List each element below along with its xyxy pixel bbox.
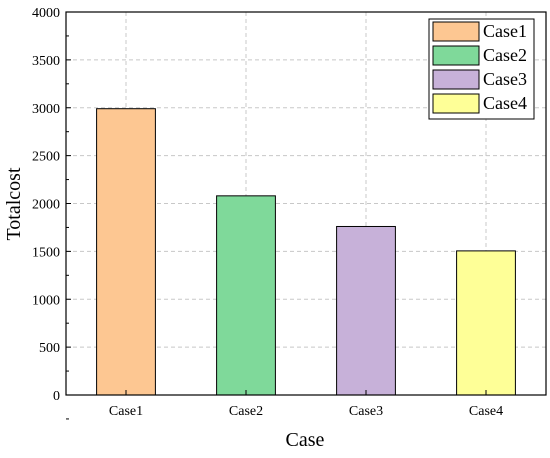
y-tick-label: 1500 xyxy=(32,245,60,260)
y-tick-label: 4000 xyxy=(32,6,60,21)
x-tick-label: Case1 xyxy=(109,404,143,419)
tick-labels: 0 500 1000 1500 2000 2500 3000 3500 4000 Case1 Cas… xyxy=(32,6,503,419)
legend-label: Case4 xyxy=(483,93,527,113)
y-tick-label: 2500 xyxy=(32,150,60,165)
legend: Case1 Case2 Case3 Case4 xyxy=(428,18,535,120)
legend-label: Case2 xyxy=(483,45,527,65)
y-axis-title: Totalcost xyxy=(3,167,25,240)
y-tick-label: 1000 xyxy=(32,293,60,308)
legend-swatch xyxy=(432,69,480,90)
bar-case3 xyxy=(336,225,396,396)
bar-case2 xyxy=(216,195,276,396)
bar-case1 xyxy=(96,108,156,396)
x-axis-title: Case xyxy=(286,429,325,451)
bars xyxy=(96,108,516,396)
y-tick-label: 0 xyxy=(53,389,60,404)
legend-swatch xyxy=(432,93,480,114)
legend-swatch xyxy=(432,45,480,66)
x-tick-label: Case4 xyxy=(469,404,503,419)
bar-case4 xyxy=(456,250,516,396)
legend-label: Case3 xyxy=(483,69,527,89)
y-tick-label: 3500 xyxy=(32,54,60,69)
legend-label: Case1 xyxy=(483,21,527,41)
legend-swatch xyxy=(432,21,480,42)
x-tick-label: Case3 xyxy=(349,404,383,419)
y-tick-label: 500 xyxy=(39,341,60,356)
x-tick-label: Case2 xyxy=(229,404,263,419)
y-tick-label: 2000 xyxy=(32,198,60,213)
y-tick-label: 3000 xyxy=(32,102,60,117)
axes xyxy=(65,11,547,420)
